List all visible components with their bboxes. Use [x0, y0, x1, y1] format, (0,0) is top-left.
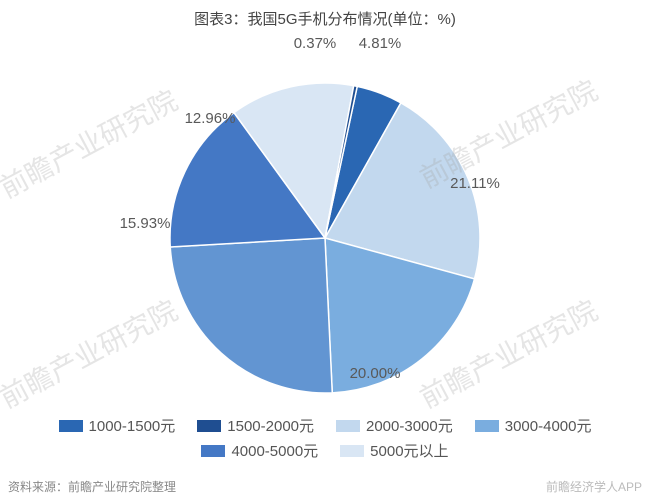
app-credit: 前瞻经济学人APP [546, 478, 642, 495]
pie-slice [170, 238, 332, 393]
legend-label: 3000-4000元 [505, 415, 592, 436]
legend-item: 3000-4000元 [475, 415, 592, 436]
legend-label: 1000-1500元 [89, 415, 176, 436]
slice-label: 21.11% [450, 175, 500, 192]
legend-item: 4000-5000元 [201, 440, 318, 461]
slice-label: 4.81% [359, 35, 402, 52]
legend-item: 1500-2000元 [197, 415, 314, 436]
legend-label: 1500-2000元 [227, 415, 314, 436]
slice-label: 20.00% [350, 365, 401, 382]
legend-label: 2000-3000元 [366, 415, 453, 436]
legend-label: 4000-5000元 [231, 440, 318, 461]
legend-label: 5000元以上 [370, 440, 448, 461]
legend-swatch [197, 420, 221, 432]
legend-swatch [336, 420, 360, 432]
slice-label: 12.96% [185, 110, 236, 127]
legend-item: 1000-1500元 [59, 415, 176, 436]
legend-item: 5000元以上 [340, 440, 448, 461]
legend-swatch [340, 445, 364, 457]
legend-swatch [201, 445, 225, 457]
legend-item: 2000-3000元 [336, 415, 453, 436]
legend-swatch [475, 420, 499, 432]
source-note: 资料来源：前瞻产业研究院整理 [8, 478, 176, 495]
chart-title: 图表3：我国5G手机分布情况(单位：%) [0, 0, 650, 33]
legend-swatch [59, 420, 83, 432]
slice-label: 0.37% [294, 35, 337, 52]
legend: 1000-1500元 1500-2000元 2000-3000元 3000-4000元… [55, 413, 595, 463]
pie-chart: 4.81%21.11%20.00%15.93%12.96%0.37% 前瞻产业研… [0, 33, 650, 413]
slice-label: 15.93% [120, 215, 171, 232]
